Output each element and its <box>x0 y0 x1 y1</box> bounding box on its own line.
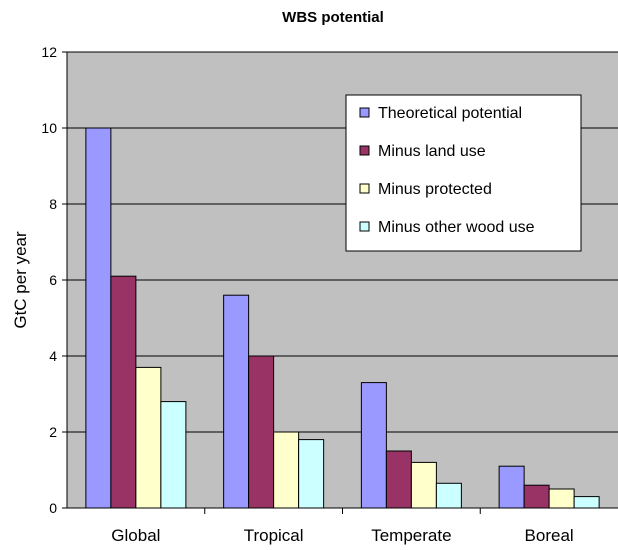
bar-tropical-series-3 <box>273 431 300 509</box>
legend-label-4: Minus other wood use <box>378 219 535 236</box>
bar-temperate-series-4 <box>435 482 462 509</box>
category-label-global: Global <box>111 526 160 545</box>
legend-swatch-3 <box>359 183 370 194</box>
y-tick-label-8: 8 <box>49 196 57 212</box>
chart-title: WBS potential <box>282 9 384 26</box>
bar-tropical-series-4 <box>298 439 325 509</box>
legend-label-3: Minus protected <box>378 181 492 198</box>
legend-swatch-2 <box>359 145 370 156</box>
bar-boreal-series-4 <box>573 496 600 509</box>
bar-temperate-series-3 <box>410 461 437 509</box>
legend: Theoretical potential Minus land use Minus… <box>345 94 582 252</box>
y-tick-labels: 0 2 4 6 8 10 12 <box>41 44 57 516</box>
legend-swatch-4 <box>359 221 370 232</box>
x-category-labels: Global Tropical Temperate Boreal <box>111 526 573 545</box>
bars <box>85 127 600 509</box>
axes <box>62 51 618 514</box>
bar-tropical-series-1 <box>223 294 250 509</box>
y-tick-label-2: 2 <box>49 424 57 440</box>
bar-temperate-series-2 <box>385 450 412 509</box>
bar-boreal-series-1 <box>498 465 525 509</box>
legend-label-1: Theoretical potential <box>378 105 522 122</box>
bar-global-series-3 <box>135 366 162 509</box>
legend-label-2: Minus land use <box>378 143 486 160</box>
legend-box <box>345 94 582 252</box>
category-label-temperate: Temperate <box>371 526 451 545</box>
bar-tropical-series-2 <box>248 355 275 509</box>
category-label-boreal: Boreal <box>525 526 574 545</box>
y-axis-label: GtC per year <box>11 231 30 329</box>
category-label-tropical: Tropical <box>244 526 304 545</box>
y-tick-label-0: 0 <box>49 500 57 516</box>
bar-global-series-4 <box>160 401 187 509</box>
y-tick-label-4: 4 <box>49 348 57 364</box>
bar-global-series-1 <box>85 127 112 509</box>
bar-global-series-2 <box>110 275 137 509</box>
y-tick-label-10: 10 <box>41 120 57 136</box>
bar-temperate-series-1 <box>360 382 387 509</box>
bar-boreal-series-3 <box>548 488 575 509</box>
y-tick-label-6: 6 <box>49 272 57 288</box>
legend-swatch-1 <box>359 107 370 118</box>
y-tick-label-12: 12 <box>41 44 57 60</box>
bar-boreal-series-2 <box>523 484 550 509</box>
